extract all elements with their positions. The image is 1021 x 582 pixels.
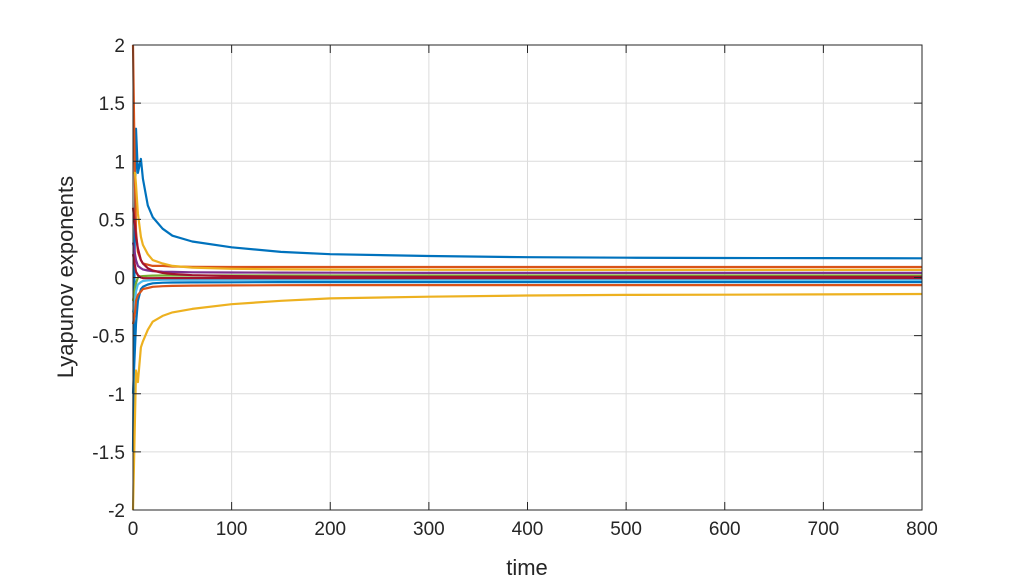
series-line-LE4 bbox=[131, 242, 922, 274]
x-tick-label: 500 bbox=[610, 519, 642, 540]
y-tick-label: 1 bbox=[114, 152, 125, 173]
y-tick-label: 2 bbox=[114, 36, 125, 57]
series-line-LE9 bbox=[131, 284, 922, 325]
x-axis-label: time bbox=[506, 555, 548, 580]
x-tick-label: 200 bbox=[314, 519, 346, 540]
series-line-LE10 bbox=[131, 292, 923, 511]
series-line-LE7 bbox=[131, 207, 922, 278]
x-tick-label: 100 bbox=[216, 519, 248, 540]
y-tick-label: 0 bbox=[114, 269, 125, 290]
series-line-LE11 bbox=[131, 254, 922, 280]
y-tick-label: 0.5 bbox=[99, 210, 125, 231]
series-line-LE3 bbox=[133, 171, 922, 271]
x-tick-label: 300 bbox=[413, 519, 445, 540]
y-tick-label: -0.5 bbox=[92, 327, 125, 348]
series-line-LE8 bbox=[131, 281, 922, 394]
series-line-LE1 bbox=[131, 127, 923, 452]
y-tick-label: -1 bbox=[108, 385, 125, 406]
y-tick-label: -2 bbox=[108, 501, 125, 522]
series-line-LE6 bbox=[131, 278, 922, 313]
y-axis-label: Lyapunov exponents bbox=[53, 176, 78, 378]
x-tick-label: 600 bbox=[709, 519, 741, 540]
series-lines bbox=[131, 44, 923, 511]
x-tick-label: 700 bbox=[808, 519, 840, 540]
x-tick-label: 800 bbox=[906, 519, 938, 540]
x-tick-label: 0 bbox=[128, 519, 139, 540]
x-tick-label: 400 bbox=[512, 519, 544, 540]
y-tick-label: 1.5 bbox=[99, 94, 125, 115]
y-tick-label: -1.5 bbox=[92, 443, 125, 464]
ticks: 0 100 200 300 400 500 600 700 800 -2 -1.5 -1 -0.5 0 0.… bbox=[92, 36, 938, 540]
